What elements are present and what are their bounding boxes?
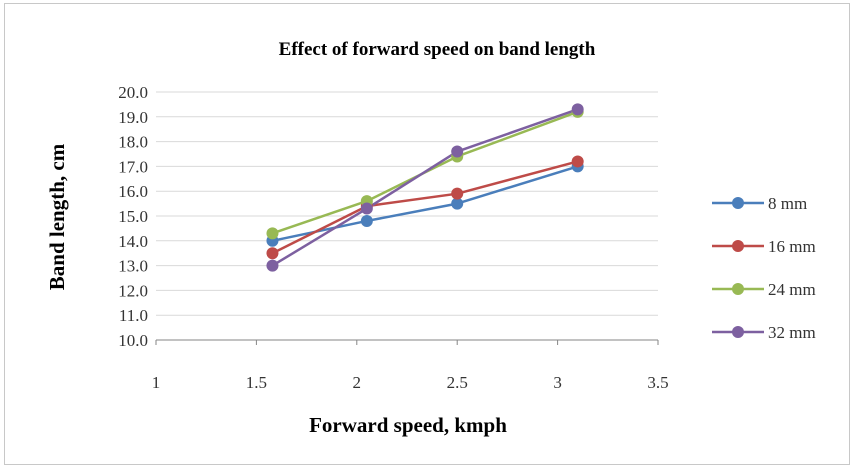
legend-item: 16 mm xyxy=(712,237,816,256)
y-tick-label: 10.0 xyxy=(118,331,148,350)
data-point xyxy=(451,187,464,200)
y-tick-label: 14.0 xyxy=(118,232,148,251)
y-axis-title: Band length, cm xyxy=(45,143,69,290)
y-tick-label: 17.0 xyxy=(118,157,148,176)
y-tick-label: 13.0 xyxy=(118,257,148,276)
legend-label: 32 mm xyxy=(768,323,816,342)
x-tick-label: 1.5 xyxy=(246,373,267,392)
chart-title: Effect of forward speed on band length xyxy=(279,39,596,60)
x-tick-label: 1 xyxy=(152,373,161,392)
y-axis-ticks: 10.0 11.0 12.0 13.0 14.0 15.0 16.0 17.0 18.0 19.0… xyxy=(118,83,148,350)
x-tick-label: 2.5 xyxy=(447,373,468,392)
grid-lines xyxy=(156,91,658,341)
data-point xyxy=(266,259,279,272)
legend-marker xyxy=(732,283,744,295)
data-point xyxy=(360,202,373,215)
chart-frame xyxy=(4,3,850,465)
legend-marker xyxy=(732,197,744,209)
legend-marker xyxy=(732,326,744,338)
series-points xyxy=(266,103,584,272)
y-tick-label: 15.0 xyxy=(118,207,148,226)
legend-label: 16 mm xyxy=(768,237,816,256)
data-point xyxy=(360,214,373,227)
legend-item: 32 mm xyxy=(712,323,816,342)
x-tick-label: 3.5 xyxy=(647,373,668,392)
data-point xyxy=(266,247,279,260)
y-tick-label: 11.0 xyxy=(119,306,148,325)
y-tick-label: 18.0 xyxy=(118,133,148,152)
series-line xyxy=(271,160,579,255)
legend-item: 24 mm xyxy=(712,280,816,299)
y-tick-label: 16.0 xyxy=(118,182,148,201)
data-point xyxy=(571,155,584,168)
series-line xyxy=(271,108,579,267)
data-point xyxy=(571,103,584,116)
data-point xyxy=(266,227,279,240)
legend-marker xyxy=(732,240,744,252)
x-tick-label: 3 xyxy=(553,373,562,392)
data-point xyxy=(451,145,464,158)
x-axis-title: Forward speed, kmph xyxy=(309,413,507,437)
x-tick-label: 2 xyxy=(353,373,362,392)
legend-label: 8 mm xyxy=(768,194,807,213)
legend-label: 24 mm xyxy=(768,280,816,299)
legend: 8 mm 16 mm 24 mm 32 mm xyxy=(712,194,816,342)
x-axis-ticks: 1 1.5 2 2.5 3 3.5 xyxy=(152,340,669,392)
y-tick-label: 19.0 xyxy=(118,108,148,127)
y-tick-label: 12.0 xyxy=(118,281,148,300)
y-tick-label: 20.0 xyxy=(118,83,148,102)
series-lines xyxy=(271,108,579,267)
legend-item: 8 mm xyxy=(712,194,807,213)
data-point xyxy=(451,197,464,210)
